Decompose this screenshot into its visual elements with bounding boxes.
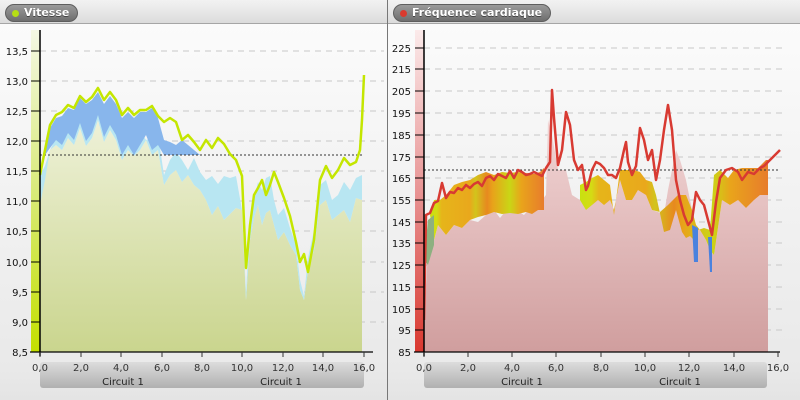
heart-rate-y-tick: 115 — [392, 283, 411, 294]
speed-y-tick: 9,0 — [12, 318, 28, 329]
speed-dot-icon — [12, 9, 19, 17]
speed-x-tick: 8,0 — [194, 363, 210, 374]
heart-rate-x-tick: 10,0 — [634, 363, 656, 374]
speed-y-tick: 9,5 — [12, 288, 28, 299]
lap-label[interactable]: Circuit 1 — [501, 377, 543, 388]
heart-rate-y-tick: 95 — [398, 326, 411, 337]
lap-label[interactable]: Circuit 1 — [659, 377, 701, 388]
heart-rate-y-tick: 165 — [392, 174, 411, 185]
heart-rate-header: Fréquence cardiaque — [388, 0, 800, 24]
speed-x-tick: 14,0 — [312, 363, 334, 374]
speed-panel: Vitesse — [0, 0, 388, 400]
lap-label[interactable]: Circuit 1 — [102, 377, 144, 388]
speed-y-tick: 10,0 — [6, 258, 28, 269]
speed-x-tick: 2,0 — [73, 363, 89, 374]
heart-rate-y-tick: 135 — [392, 239, 411, 250]
lap-label[interactable]: Circuit 1 — [260, 377, 302, 388]
heart-rate-x-tick: 12,0 — [678, 363, 700, 374]
heart-rate-x-tick: 16,0 — [767, 363, 789, 374]
heart-rate-y-tick: 145 — [392, 218, 411, 229]
speed-x-tick: 4,0 — [113, 363, 129, 374]
speed-y-tick: 13,5 — [6, 47, 28, 58]
speed-header: Vitesse — [0, 0, 387, 24]
heart-rate-chart: 225 215 205 195 185 175 165 155 145 135 … — [392, 30, 789, 388]
heart-rate-low-zone — [708, 237, 712, 272]
speed-axis-strip — [31, 30, 40, 352]
speed-x-tick: 12,0 — [272, 363, 294, 374]
speed-area-fill — [40, 120, 362, 352]
speed-title: Vitesse — [24, 6, 70, 19]
speed-y-tick: 12,5 — [6, 107, 28, 118]
speed-x-tick: 6,0 — [154, 363, 170, 374]
speed-y-tick: 10,5 — [6, 227, 28, 238]
heart-rate-panel: Fréquence cardiaque — [388, 0, 800, 400]
heart-rate-low-zone — [692, 225, 698, 262]
heart-rate-title-pill[interactable]: Fréquence cardiaque — [393, 4, 552, 22]
heart-rate-y-tick: 175 — [392, 153, 411, 164]
heart-rate-dot-icon — [400, 9, 407, 17]
heart-rate-x-tick: 0,0 — [416, 363, 432, 374]
heart-rate-line — [422, 88, 781, 321]
heart-rate-axis-strip — [415, 30, 424, 352]
heart-rate-y-tick: 85 — [398, 348, 411, 359]
heart-rate-x-tick: 2,0 — [460, 363, 476, 374]
speed-area-above — [45, 92, 200, 155]
heart-rate-area-fill — [424, 120, 768, 352]
lap-bar — [424, 362, 767, 388]
speed-x-tick: 16,0 — [353, 363, 375, 374]
heart-rate-y-tick: 215 — [392, 65, 411, 76]
heart-rate-y-tick: 125 — [392, 261, 411, 272]
heart-rate-y-tick: 195 — [392, 109, 411, 120]
speed-line — [38, 74, 366, 274]
lap-bar — [40, 362, 364, 388]
speed-x-tick: 0,0 — [32, 363, 48, 374]
heart-rate-y-tick: 225 — [392, 44, 411, 55]
heart-rate-x-tick: 14,0 — [723, 363, 745, 374]
heart-rate-zone-band — [430, 168, 544, 240]
speed-y-tick: 11,0 — [6, 197, 28, 208]
speed-y-tick: 12,0 — [6, 137, 28, 148]
heart-rate-y-tick: 205 — [392, 87, 411, 98]
speed-chart: 13,5 13,0 12,5 12,0 11,5 11,0 10,5 10,0 … — [6, 30, 384, 388]
heart-rate-x-tick: 6,0 — [548, 363, 564, 374]
heart-rate-x-tick: 4,0 — [504, 363, 520, 374]
heart-rate-zone-band-2 — [580, 160, 768, 255]
heart-rate-y-tick: 185 — [392, 131, 411, 142]
speed-x-tick: 10,0 — [231, 363, 253, 374]
speed-title-pill[interactable]: Vitesse — [5, 4, 79, 22]
speed-y-tick: 13,0 — [6, 77, 28, 88]
speed-y-tick: 11,5 — [6, 167, 28, 178]
speed-y-tick: 8,5 — [12, 348, 28, 359]
heart-rate-y-tick: 105 — [392, 305, 411, 316]
heart-rate-title: Fréquence cardiaque — [412, 6, 543, 19]
heart-rate-x-tick: 8,0 — [593, 363, 609, 374]
heart-rate-y-tick: 155 — [392, 196, 411, 207]
